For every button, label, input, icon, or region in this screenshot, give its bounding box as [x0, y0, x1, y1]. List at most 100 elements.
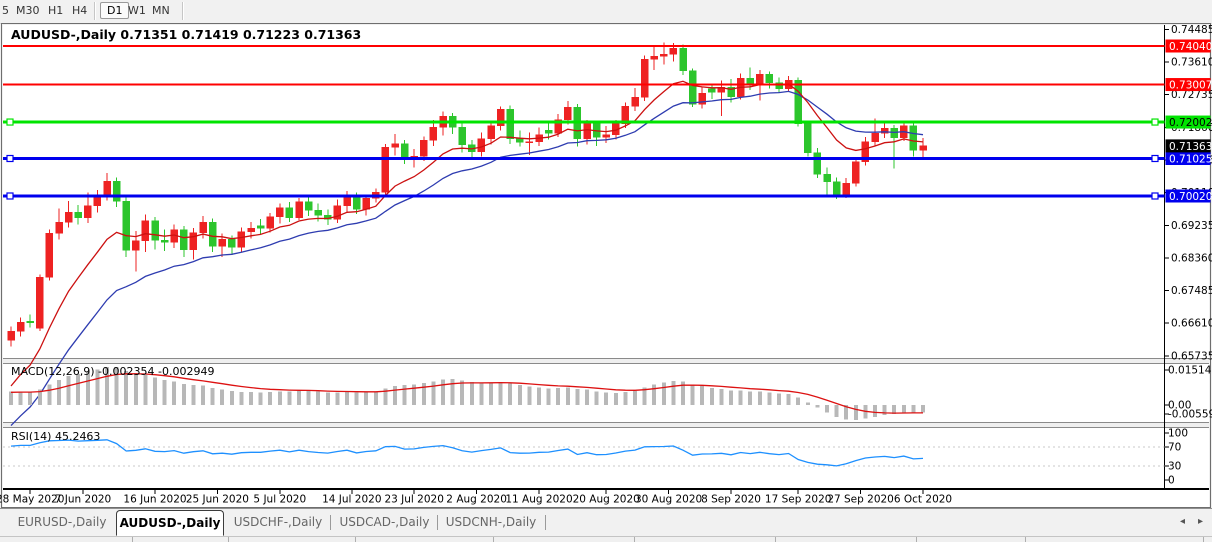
macd-histogram-bar: [709, 387, 714, 405]
chart-tab-usdcnh[interactable]: USDCNH-,Daily: [445, 515, 537, 529]
date-label: 16 Jun 2020: [123, 494, 186, 506]
timeframe-button-5[interactable]: 5: [2, 4, 9, 17]
macd-histogram-bar: [633, 390, 637, 405]
macd-histogram-bar: [671, 380, 676, 405]
date-label: 28 May 2020: [0, 494, 64, 506]
chart-tab-usdcad[interactable]: USDCAD-,Daily: [339, 515, 430, 529]
macd-histogram-bar: [383, 388, 388, 405]
macd-histogram-bar: [546, 388, 551, 405]
status-divider: [1025, 537, 1026, 542]
macd-histogram-bar: [66, 376, 71, 405]
candle-body: [660, 53, 668, 57]
candle-body: [362, 197, 370, 210]
candle-body: [141, 220, 150, 242]
price-tick-label: 0.68360: [1171, 252, 1212, 264]
line-handle[interactable]: [6, 192, 14, 200]
candle-body: [823, 174, 831, 183]
macd-histogram-bar: [498, 381, 503, 405]
line-handle[interactable]: [1151, 192, 1159, 200]
macd-histogram-bar: [9, 391, 13, 405]
macd-histogram-bar: [911, 405, 916, 413]
timeframe-button-d1[interactable]: D1: [100, 2, 130, 19]
chart-area[interactable]: 0.744850.736100.727350.718600.709850.701…: [0, 0, 1212, 508]
macd-histogram-bar: [556, 388, 561, 405]
date-label: 27 Sep 2020: [827, 494, 894, 506]
candle-body: [285, 207, 294, 218]
rsi-axis-label: 70: [1168, 442, 1181, 454]
tab-scroll-right-icon[interactable]: ▸: [1198, 516, 1204, 527]
candle-body: [516, 138, 524, 143]
status-divider: [775, 537, 776, 542]
macd-histogram-bar: [777, 393, 781, 405]
pane-splitter[interactable]: [3, 422, 1209, 427]
candle-body: [208, 221, 217, 247]
macd-histogram-bar: [786, 393, 791, 405]
macd-histogram-bar: [76, 373, 81, 405]
macd-histogram-bar: [690, 384, 695, 405]
macd-histogram-bar: [114, 367, 119, 405]
pane-splitter[interactable]: [3, 358, 1209, 363]
date-label: 7 Jun 2020: [55, 494, 111, 506]
candle-body: [199, 221, 207, 233]
candle-wick: [605, 125, 607, 144]
candle-body: [304, 201, 313, 211]
chart-tab-usdchf[interactable]: USDCHF-,Daily: [233, 515, 323, 529]
macd-histogram-bar: [652, 384, 657, 405]
line-handle[interactable]: [1151, 118, 1159, 126]
candle-body: [852, 161, 860, 184]
macd-histogram-bar: [162, 379, 167, 405]
timeframe-button-mn[interactable]: MN: [152, 4, 170, 17]
toolbar-separator: [94, 2, 96, 20]
macd-histogram-bar: [700, 386, 705, 405]
candle-body: [669, 47, 678, 55]
candle-body: [64, 212, 73, 223]
price-badge: [1165, 139, 1211, 153]
candle-body: [871, 133, 879, 142]
rsi-label: RSI(14) 45.2463: [11, 430, 100, 443]
macd-histogram-bar: [239, 391, 244, 405]
line-handle[interactable]: [6, 154, 14, 163]
macd-histogram-bar: [585, 389, 589, 405]
price-badge-label: 0.71363: [1169, 141, 1212, 153]
candle-body: [506, 109, 514, 139]
macd-histogram-bar: [57, 380, 61, 405]
macd-histogram-bar: [825, 405, 829, 413]
timeframe-button-w1[interactable]: W1: [128, 4, 146, 17]
macd-histogram-bar: [268, 392, 273, 405]
candle-body: [400, 143, 409, 159]
timeframe-button-h1[interactable]: H1: [48, 4, 64, 17]
chart-tab-audusd[interactable]: AUDUSD-,Daily: [116, 510, 224, 536]
candle-body: [122, 200, 130, 251]
candle-body: [7, 330, 15, 341]
candle-wick: [528, 132, 530, 155]
candle-body: [756, 74, 764, 86]
macd-histogram-bar: [335, 392, 340, 405]
candle-body: [496, 109, 505, 127]
macd-histogram-bar: [249, 392, 253, 405]
candle-body: [189, 232, 198, 250]
macd-histogram-bar: [460, 380, 465, 405]
line-handle[interactable]: [6, 118, 14, 126]
chart-tab-eurusd[interactable]: EURUSD-,Daily: [17, 515, 107, 529]
timeframe-button-h4[interactable]: H4: [72, 4, 88, 17]
candle-body: [333, 205, 342, 220]
line-handle[interactable]: [1151, 154, 1159, 163]
macd-histogram-bar: [105, 367, 109, 405]
tab-divider: [330, 515, 331, 530]
timeframe-button-m30[interactable]: M30: [16, 4, 40, 17]
macd-histogram-bar: [853, 405, 858, 420]
tab-scroll-left-icon[interactable]: ◂: [1180, 516, 1186, 527]
macd-histogram-bar: [623, 391, 628, 405]
candle-body: [564, 106, 572, 121]
candle-wick: [893, 125, 895, 169]
macd-histogram-bar: [287, 391, 292, 405]
macd-axis-label: 0.015142: [1168, 365, 1212, 377]
candle-body: [880, 127, 889, 134]
candle-body: [842, 183, 850, 197]
candle-body: [247, 227, 255, 233]
candle-body: [180, 229, 188, 250]
macd-histogram-bar: [37, 389, 42, 405]
candle-body: [813, 152, 822, 175]
